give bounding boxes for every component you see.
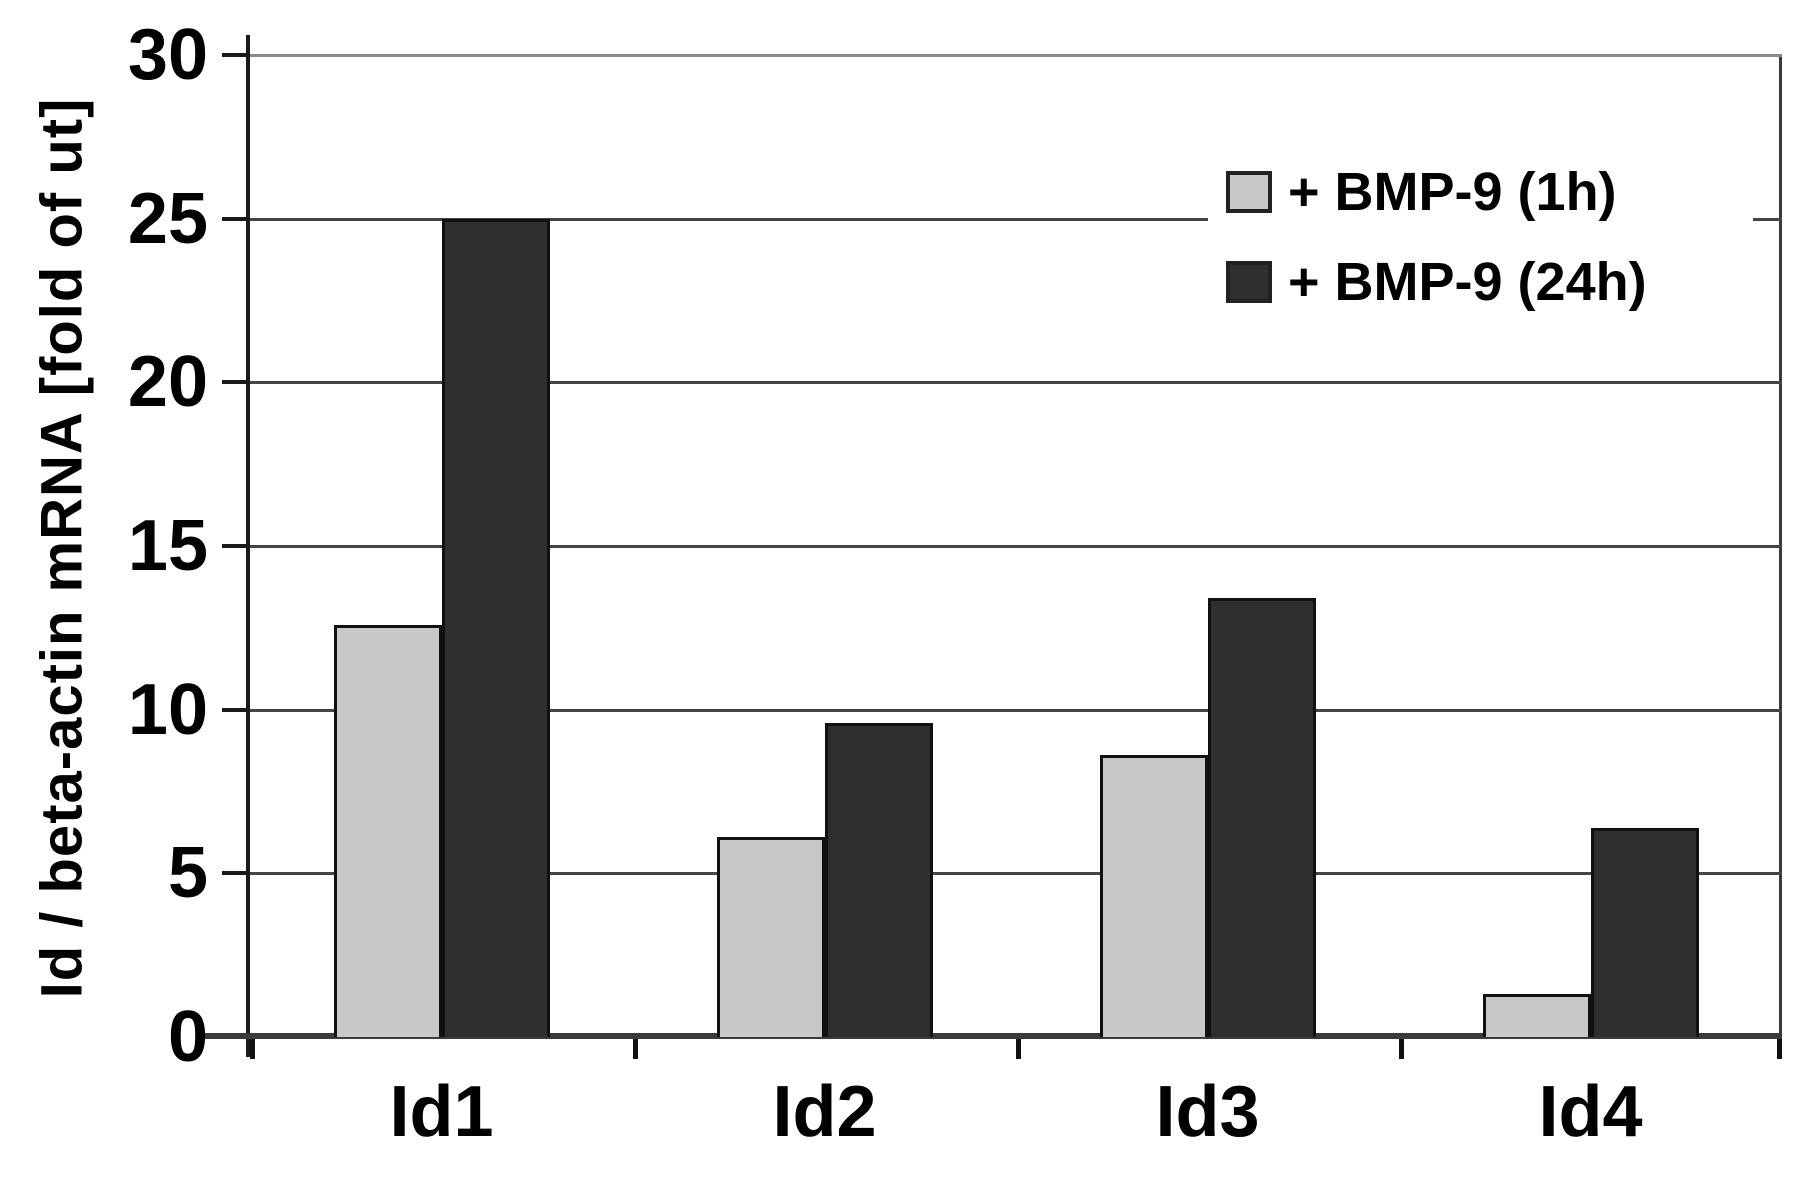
gridline-25 <box>250 217 1782 221</box>
y-tick-label-15: 15 <box>127 506 208 586</box>
y-tick-15 <box>222 544 246 548</box>
x-tick-1 <box>633 1039 638 1059</box>
gridline-10 <box>250 708 1782 712</box>
bar-id2-series2 <box>824 722 933 1037</box>
x-tick-0 <box>250 1039 255 1059</box>
bar-id1-series2 <box>441 218 550 1037</box>
legend-label-24h: + BMP-9 (24h) <box>1288 252 1647 312</box>
legend-item-24h: + BMP-9 (24h) <box>1226 252 1647 312</box>
bar-id3-series2 <box>1207 598 1316 1037</box>
y-tick-5 <box>222 871 246 876</box>
x-tick-3 <box>1399 1039 1404 1059</box>
y-tick-label-30: 30 <box>127 15 208 95</box>
gridline-15 <box>250 545 1782 548</box>
legend-label-1h: + BMP-9 (1h) <box>1288 162 1617 222</box>
gridline-30 <box>250 54 1782 57</box>
y-tick-25 <box>222 216 246 221</box>
y-tick-label-25: 25 <box>127 178 208 259</box>
x-axis-label-id2: Id2 <box>772 1072 877 1152</box>
bar-id3-series1 <box>1099 755 1208 1037</box>
legend-swatch-1h-icon <box>1226 171 1272 213</box>
bar-id1-series1 <box>333 624 442 1037</box>
legend-swatch-24h-icon <box>1226 261 1272 303</box>
y-tick-label-5: 5 <box>167 833 208 914</box>
gridline-20 <box>250 381 1782 385</box>
x-axis-label-id1: Id1 <box>389 1072 494 1152</box>
bar-id4-series1 <box>1482 994 1591 1037</box>
y-axis-line <box>246 35 250 1057</box>
y-tick-10 <box>222 707 246 712</box>
plot-area <box>205 35 1782 1059</box>
y-tick-label-0: 0 <box>167 997 208 1077</box>
y-tick-label-20: 20 <box>127 342 208 423</box>
x-axis-label-id4: Id4 <box>1538 1072 1643 1152</box>
x-tick-4 <box>1777 1039 1782 1059</box>
x-axis-line <box>205 1033 1782 1039</box>
gridline-5 <box>250 872 1782 876</box>
y-tick-30 <box>222 53 246 57</box>
y-tick-label-10: 10 <box>127 669 208 750</box>
x-tick-2 <box>1016 1039 1021 1059</box>
x-axis-label-id3: Id3 <box>1155 1072 1260 1152</box>
y-tick-20 <box>222 380 246 385</box>
y-axis-title: Id / beta-actin mRNA [fold of ut] <box>29 97 95 999</box>
legend: + BMP-9 (1h) + BMP-9 (24h) <box>1208 148 1753 338</box>
bar-id4-series2 <box>1590 827 1699 1037</box>
legend-item-1h: + BMP-9 (1h) <box>1226 162 1617 222</box>
bar-id2-series1 <box>716 837 825 1037</box>
